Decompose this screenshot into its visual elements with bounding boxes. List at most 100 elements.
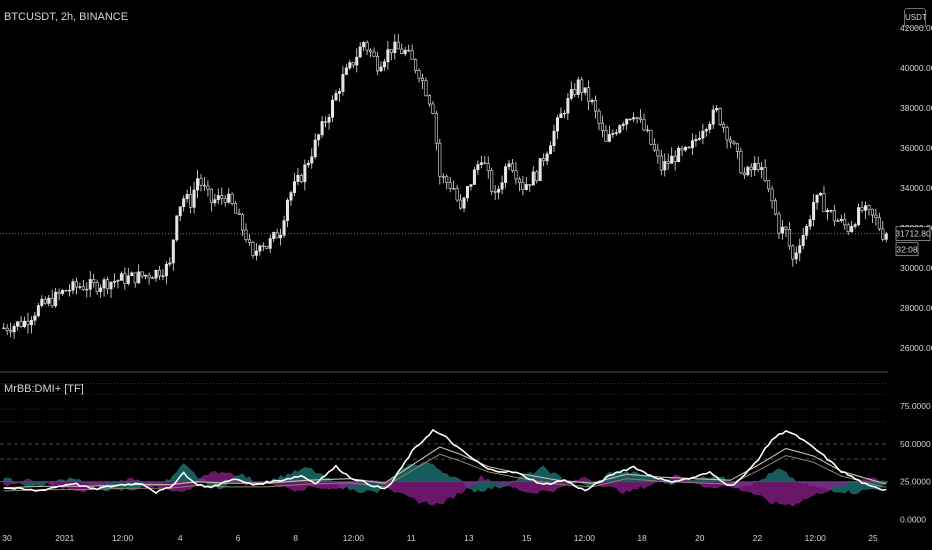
time-tick-label: 15 — [522, 533, 532, 543]
candle-body — [192, 189, 196, 208]
current-price-badge — [895, 226, 931, 242]
indicator-axis[interactable]: 75.0000 50.0000 25.0000 0.0000 — [900, 401, 931, 524]
price-tick-label: 34000.00 — [900, 183, 932, 193]
candle-body — [400, 48, 404, 54]
time-tick-label: 13 — [464, 533, 474, 543]
candle-body — [26, 320, 30, 326]
candle-body — [884, 233, 888, 240]
candle-body — [434, 113, 438, 144]
candle-body — [500, 182, 504, 190]
candle-body — [168, 262, 172, 265]
candle-body — [254, 250, 258, 256]
candle-body — [341, 74, 345, 92]
price-pane[interactable] — [0, 33, 888, 339]
indicator-label[interactable]: MrBB:DMI+ [TF] — [4, 383, 84, 395]
candle-body — [628, 118, 632, 121]
candle-body — [694, 139, 698, 141]
candle-body — [725, 127, 729, 141]
indicator-tick-label: 25.0000 — [900, 477, 931, 487]
price-axis[interactable]: 42000.00 40000.00 38000.00 36000.00 34000.00… — [895, 23, 932, 353]
candle-body — [206, 185, 210, 190]
candle-body — [171, 239, 175, 264]
candle-body — [863, 205, 868, 211]
candle-body — [272, 232, 276, 239]
candle-body — [524, 184, 528, 190]
candle-body — [780, 226, 784, 234]
current-price-label: 31712.80 — [895, 229, 931, 239]
candle-body — [324, 121, 328, 123]
time-tick-label: 20 — [695, 533, 705, 543]
candle-body — [140, 271, 144, 277]
candle-body — [573, 89, 577, 95]
candle-body — [798, 245, 802, 254]
candle-body — [12, 325, 16, 333]
candle-body — [836, 220, 840, 222]
candle-body — [327, 116, 331, 123]
candle-body — [358, 46, 362, 58]
candle-body — [815, 194, 819, 203]
candle-body — [645, 129, 649, 132]
candle-body — [29, 320, 33, 326]
candle-body — [403, 49, 407, 54]
candle-body — [469, 184, 473, 187]
candle-body — [209, 188, 213, 204]
candle-body — [805, 225, 809, 236]
candle-body — [507, 163, 511, 168]
candle-body — [850, 226, 854, 233]
candle-body — [465, 186, 470, 199]
candle-body — [767, 180, 771, 190]
candle-body — [199, 178, 203, 186]
price-tick-label: 26000.00 — [900, 343, 932, 353]
candle-body — [479, 162, 483, 165]
candle-body — [414, 59, 418, 71]
candle-body — [528, 184, 532, 186]
candle-body — [621, 123, 625, 126]
price-tick-label: 30000.00 — [900, 263, 932, 273]
candle-body — [317, 134, 321, 141]
candle-body — [756, 163, 760, 170]
candle-body — [220, 195, 224, 199]
candle-body — [427, 95, 431, 105]
candle-body — [760, 167, 764, 170]
currency-badge[interactable]: USDT — [904, 8, 927, 28]
candle-body — [365, 42, 369, 51]
candle-body — [600, 122, 604, 131]
time-tick-label: 18 — [637, 533, 647, 543]
candle-body — [663, 161, 667, 171]
candle-body — [99, 287, 103, 292]
candle-body — [670, 155, 674, 164]
candle-body — [555, 117, 559, 132]
symbol-label[interactable]: BTCUSDT, 2h, BINANCE — [4, 11, 129, 23]
candle-body — [846, 224, 850, 233]
candle-body — [784, 226, 788, 230]
indicator-tick-label: 0.0000 — [900, 514, 926, 524]
candle-body — [92, 279, 96, 283]
candle-body — [735, 143, 739, 152]
candle-body — [729, 139, 733, 143]
countdown-label: 32:08 — [896, 245, 918, 255]
candle-body — [95, 282, 99, 292]
candle-body — [313, 139, 317, 158]
candle-body — [774, 200, 778, 215]
candle-body — [196, 178, 200, 191]
candle-body — [64, 290, 68, 292]
candle-body — [704, 129, 708, 132]
candle-body — [486, 163, 490, 171]
candle-body — [611, 133, 615, 135]
candle-body — [247, 239, 251, 243]
candle-body — [202, 184, 206, 187]
candle-body — [625, 118, 629, 125]
candle-body — [144, 274, 148, 277]
indicator-pane[interactable] — [0, 383, 888, 507]
time-tick-label: 25 — [868, 533, 878, 543]
candle-body — [867, 205, 871, 210]
candle-body — [801, 235, 805, 246]
candle-body — [542, 158, 546, 162]
price-tick-label: 28000.00 — [900, 303, 932, 313]
candle-body — [227, 193, 231, 203]
candle-body — [763, 167, 767, 181]
time-tick-label: 12:00 — [112, 533, 134, 543]
time-axis[interactable]: 30 2021 12:00 4 6 8 12:00 11 13 15 12:00 18 20 22 12:0… — [2, 533, 878, 543]
candle-body — [175, 215, 179, 241]
